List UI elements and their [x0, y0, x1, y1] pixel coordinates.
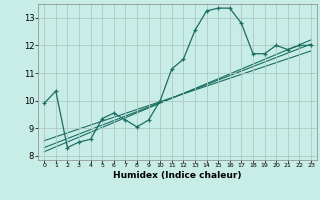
- X-axis label: Humidex (Indice chaleur): Humidex (Indice chaleur): [113, 171, 242, 180]
